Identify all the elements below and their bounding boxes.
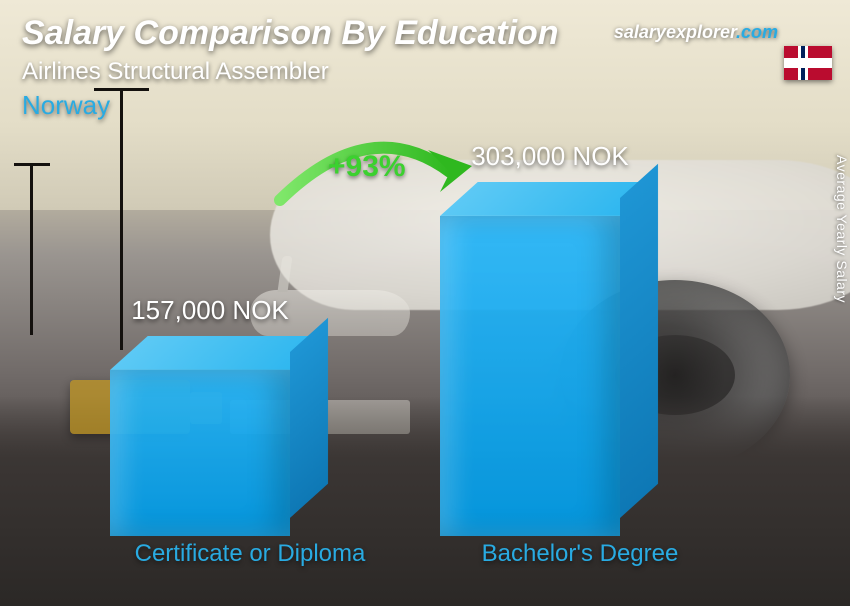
bg-light-pole <box>30 165 33 335</box>
chart-country: Norway <box>22 90 110 121</box>
flag-icon <box>784 46 832 80</box>
chart-area: +93% 157,000 NOK Certificate or Diploma … <box>70 150 760 568</box>
bar-side-face <box>290 318 328 518</box>
bar-certificate-or-diploma: 157,000 NOK <box>110 370 330 536</box>
brand-main: salaryexplorer <box>614 22 736 42</box>
bar-value: 157,000 NOK <box>80 295 340 326</box>
bar-front-face <box>110 370 290 536</box>
bar-bachelors-degree: 303,000 NOK <box>440 216 660 536</box>
y-axis-label: Average Yearly Salary <box>834 155 850 303</box>
chart-subtitle: Airlines Structural Assembler <box>22 58 329 86</box>
bar-label: Certificate or Diploma <box>110 540 390 568</box>
brand-domain: .com <box>736 22 778 42</box>
percent-change-badge: +93% <box>328 150 406 184</box>
bar-front-face <box>440 216 620 536</box>
bar-label: Bachelor's Degree <box>440 540 720 568</box>
bar-side-face <box>620 164 658 518</box>
chart-title: Salary Comparison By Education <box>22 14 559 53</box>
bar-value: 303,000 NOK <box>420 141 680 172</box>
brand-logo: salaryexplorer.com <box>614 22 778 43</box>
